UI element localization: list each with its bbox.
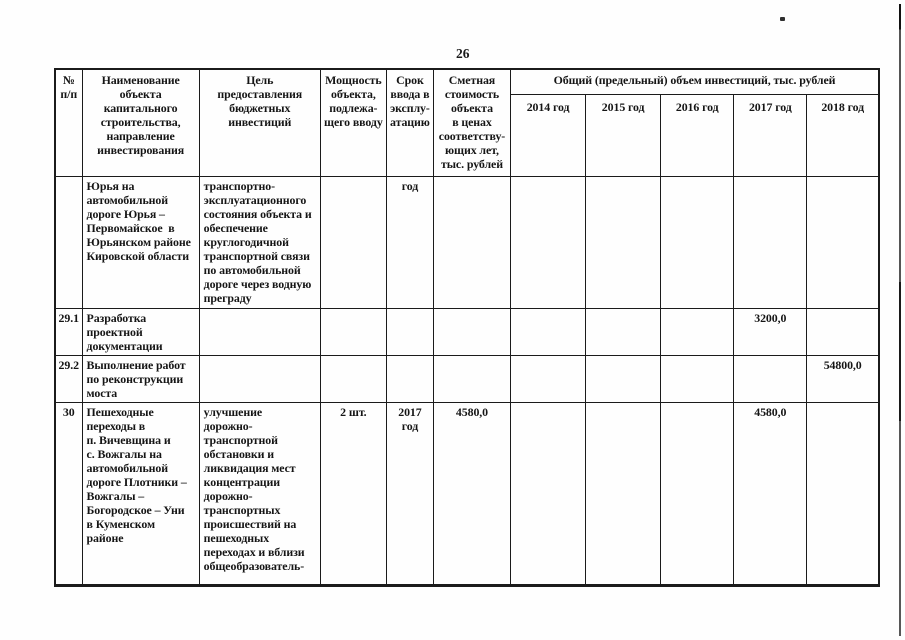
cell-2014: [510, 354, 587, 403]
cell-num: [54, 175, 83, 309]
scan-edge-artifact: [899, 4, 901, 636]
cell-term: [385, 354, 434, 403]
cell-object-name: Выполнение работ по реконструкции моста: [81, 354, 200, 403]
header-num: № п/п: [54, 68, 83, 177]
header-purpose: Цель предоставления бюджетных инвестиций: [198, 68, 321, 177]
scan-dot-artifact: [780, 17, 785, 21]
cell-purpose: [198, 354, 321, 403]
cell-2014: [510, 307, 587, 356]
cell-2014: [510, 401, 587, 586]
page-number: 26: [456, 46, 470, 61]
table-row: 29.1 Разработка проектной документации 3…: [54, 307, 880, 356]
cell-purpose: [198, 307, 321, 356]
cell-2018: 54800,0: [806, 354, 880, 403]
cell-2015: [585, 354, 662, 403]
cell-2015: [585, 401, 662, 586]
cell-capacity: 2 шт.: [319, 401, 387, 586]
table-header-row-top: № п/п Наименование объекта капитального …: [54, 68, 880, 177]
cell-capacity: [319, 175, 387, 309]
cell-estimate: [432, 175, 512, 309]
header-year-2015: 2015 год: [585, 93, 662, 177]
cell-term: [385, 307, 434, 356]
cell-2016: [660, 307, 735, 356]
header-total-investments: Общий (предельный) объем инвестиций, тыс…: [510, 68, 880, 95]
table-row: Юрья на автомобильной дороге Юрья – Перв…: [54, 175, 880, 309]
cell-2016: [660, 175, 735, 309]
cell-estimate: [432, 307, 512, 356]
cell-2018: [806, 307, 880, 356]
cell-object-name: Юрья на автомобильной дороге Юрья – Перв…: [81, 175, 200, 309]
cell-2018: [806, 175, 880, 309]
cell-term: 2017 год: [385, 401, 434, 586]
cell-2017: [733, 354, 808, 403]
cell-purpose: транспортно- эксплуатационного состояния…: [198, 175, 321, 309]
cell-2017: 3200,0: [733, 307, 808, 356]
cell-estimate: [432, 354, 512, 403]
cell-2015: [585, 307, 662, 356]
header-object-name: Наименование объекта капитального строит…: [81, 68, 200, 177]
header-year-2016: 2016 год: [660, 93, 735, 177]
cell-purpose: улучшение дорожно- транспортной обстанов…: [198, 401, 321, 586]
cell-2018: [806, 401, 880, 586]
cell-estimate: 4580,0: [432, 401, 512, 586]
header-year-2018: 2018 год: [806, 93, 880, 177]
header-term: Срок ввода в эксплу- атацию: [385, 68, 434, 177]
cell-num: 29.1: [54, 307, 83, 356]
cell-term: год: [385, 175, 434, 309]
table-header-row-years: 2014 год 2015 год 2016 год 2017 год 2018…: [55, 93, 880, 177]
cell-capacity: [319, 307, 387, 356]
cell-object-name: Разработка проектной документации: [81, 307, 200, 356]
cell-num: 29.2: [54, 354, 83, 403]
header-year-2017: 2017 год: [733, 93, 808, 177]
header-capacity: Мощность объекта, подлежа- щего вводу: [319, 68, 387, 177]
cell-object-name: Пешеходные переходы в п. Вичевщина и с. …: [81, 401, 200, 586]
cell-2015: [585, 175, 662, 309]
cell-capacity: [319, 354, 387, 403]
cell-num: 30: [54, 401, 83, 586]
cell-2017: [733, 175, 808, 309]
table-row: 29.2 Выполнение работ по реконструкции м…: [54, 354, 880, 403]
cell-2014: [510, 175, 587, 309]
investments-table: № п/п Наименование объекта капитального …: [54, 68, 880, 587]
cell-2016: [660, 354, 735, 403]
table-row: 30 Пешеходные переходы в п. Вичевщина и …: [54, 401, 880, 586]
header-estimate: Сметная стоимость объекта в ценах соотве…: [432, 68, 512, 177]
header-year-2014: 2014 год: [510, 93, 587, 177]
cell-2016: [660, 401, 735, 586]
cell-2017: 4580,0: [733, 401, 808, 586]
